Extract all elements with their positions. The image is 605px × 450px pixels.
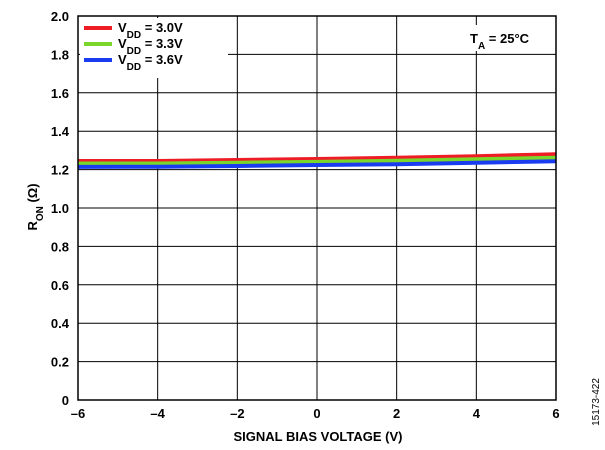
temperature-annotation: TA = 25°C [470,31,530,52]
x-tick-label: –6 [71,406,85,421]
y-tick-label: 1.8 [51,47,69,62]
grid-lines [78,16,556,400]
y-tick-label: 1.6 [51,86,69,101]
x-tick-label: 6 [552,406,559,421]
y-tick-label: 2.0 [51,9,69,24]
x-tick-label: 4 [473,406,481,421]
x-axis-title: SIGNAL BIAS VOLTAGE (V) [233,429,402,444]
y-tick-label: 1.4 [51,124,70,139]
y-tick-label: 0.2 [51,355,69,370]
series-line-1 [78,152,557,163]
legend-label: VDD = 3.6V [118,52,183,73]
plot-frame [77,15,557,401]
y-tick-label: 0.4 [51,316,70,331]
series-line-2 [78,155,557,166]
x-axis-ticks: –6 –4 –2 0 2 4 6 [71,406,560,421]
annotation-background [466,25,552,51]
y-axis-title: RON (Ω) [25,183,46,230]
legend-label: VDD = 3.3V [118,36,183,57]
x-tick-label: 2 [393,406,400,421]
y-tick-label: 0 [62,393,69,408]
y-axis-ticks: 0 0.2 0.4 0.6 0.8 1.0 1.2 1.4 1.6 1.8 2.0 [51,9,70,408]
series-line-3 [77,159,557,169]
series-lines [77,152,557,169]
y-tick-label: 1.2 [51,163,69,178]
x-tick-label: 0 [313,406,320,421]
y-tick-label: 0.6 [51,278,69,293]
figure-id: 15173-422 [591,378,602,426]
x-tick-label: –4 [150,406,165,421]
y-tick-label: 1.0 [51,201,69,216]
legend-label: VDD = 3.0V [118,20,183,41]
y-tick-label: 0.8 [51,239,69,254]
x-tick-label: –2 [230,406,244,421]
